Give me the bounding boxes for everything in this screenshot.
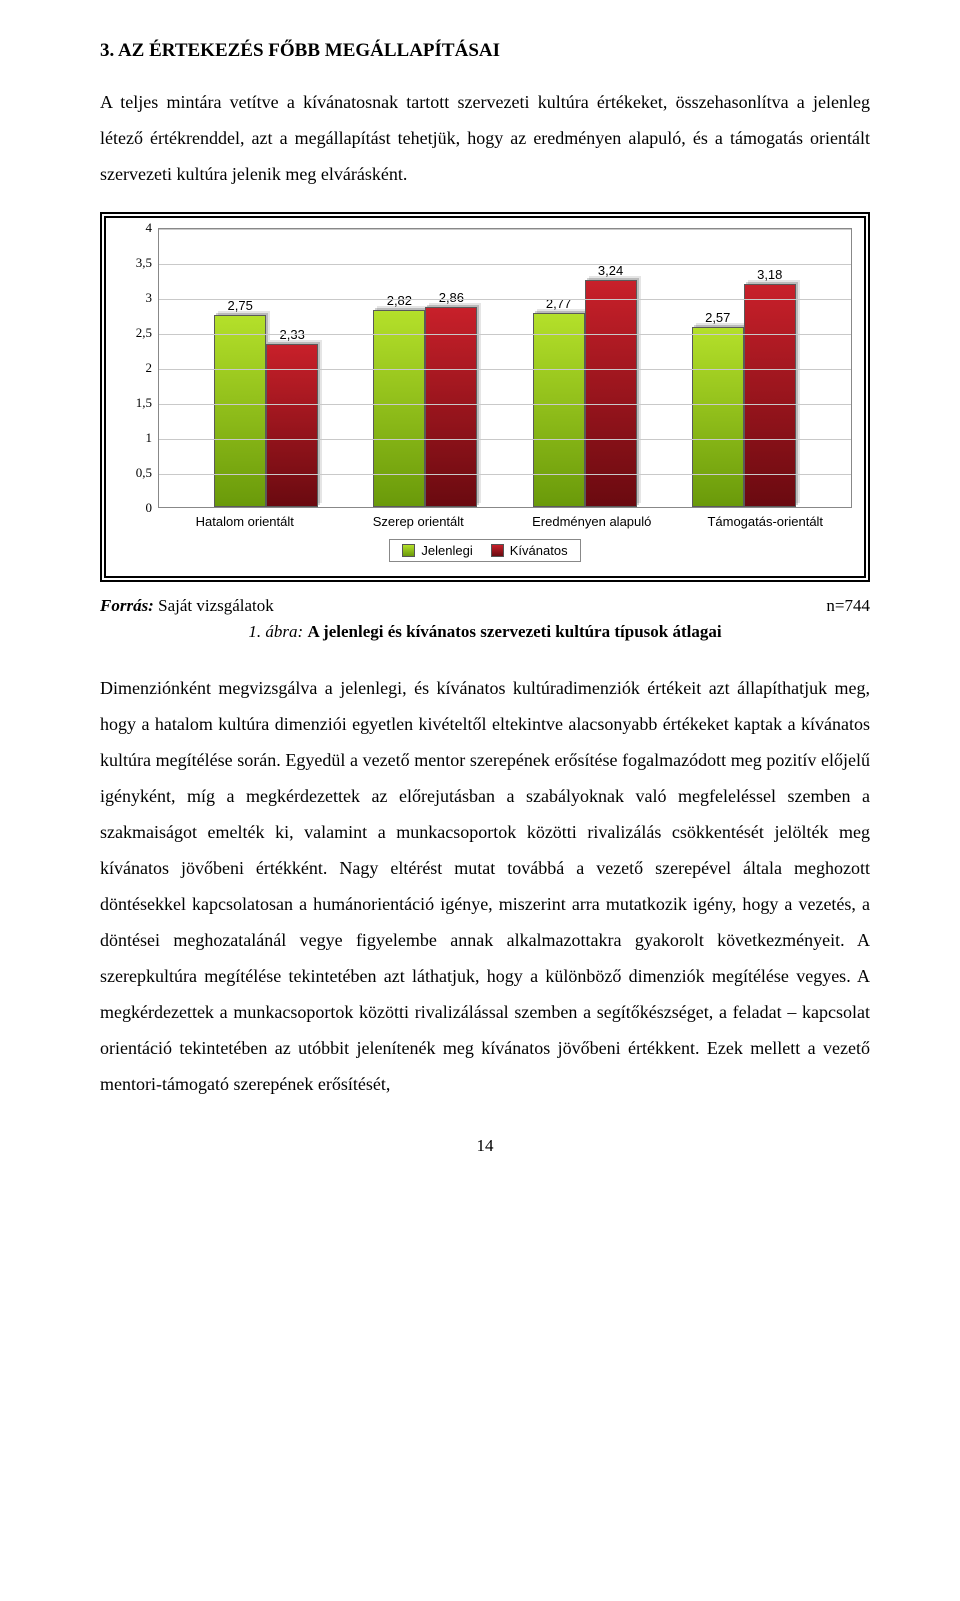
chart-source-row: Forrás: Saját vizsgálatok n=744 bbox=[100, 596, 870, 616]
legend-label: Kívánatos bbox=[510, 543, 568, 558]
x-category-label: Szerep orientált bbox=[332, 508, 506, 529]
y-tick-label: 4 bbox=[146, 220, 153, 236]
bar-value-label: 3,18 bbox=[745, 267, 795, 282]
legend-item: Jelenlegi bbox=[402, 543, 472, 558]
y-tick-label: 0,5 bbox=[136, 465, 152, 481]
source-text: Saját vizsgálatok bbox=[154, 596, 274, 615]
bar-value-label: 3,24 bbox=[586, 263, 636, 278]
y-tick-label: 1 bbox=[146, 430, 153, 446]
x-category-label: Támogatás-orientált bbox=[679, 508, 853, 529]
x-category-label: Hatalom orientált bbox=[158, 508, 332, 529]
grid-line bbox=[159, 229, 851, 230]
legend-item: Kívánatos bbox=[491, 543, 568, 558]
bar-group: 2,822,86 bbox=[373, 307, 477, 507]
bar-group: 2,752,33 bbox=[214, 315, 318, 508]
page-number: 14 bbox=[100, 1136, 870, 1156]
figure-number: 1. ábra: bbox=[248, 622, 307, 641]
grid-line bbox=[159, 299, 851, 300]
grid-line bbox=[159, 404, 851, 405]
grid-line bbox=[159, 334, 851, 335]
chart-plot-wrap: 00,511,522,533,54 2,752,332,822,862,773,… bbox=[118, 228, 852, 508]
legend-swatch bbox=[491, 544, 504, 557]
y-tick-label: 3 bbox=[146, 290, 153, 306]
chart-x-axis: Hatalom orientáltSzerep orientáltEredmén… bbox=[158, 508, 852, 529]
y-tick-label: 2,5 bbox=[136, 325, 152, 341]
legend-label: Jelenlegi bbox=[421, 543, 472, 558]
chart-legend: Jelenlegi Kívánatos bbox=[389, 539, 580, 562]
chart-y-axis: 00,511,522,533,54 bbox=[118, 228, 158, 508]
body-paragraph: Dimenziónként megvizsgálva a jelenlegi, … bbox=[100, 670, 870, 1102]
grid-line bbox=[159, 439, 851, 440]
legend-swatch bbox=[402, 544, 415, 557]
chart-plot-area: 2,752,332,822,862,773,242,573,18 bbox=[158, 228, 852, 508]
grid-line bbox=[159, 264, 851, 265]
grid-line bbox=[159, 474, 851, 475]
bar-value-label: 2,86 bbox=[426, 290, 476, 305]
bar-group: 2,773,24 bbox=[533, 280, 637, 507]
figure-caption: 1. ábra: A jelenlegi és kívánatos szerve… bbox=[100, 622, 870, 642]
bar-kivanatos: 2,86 bbox=[425, 307, 477, 507]
bar-kivanatos: 3,24 bbox=[585, 280, 637, 507]
y-tick-label: 1,5 bbox=[136, 395, 152, 411]
y-tick-label: 0 bbox=[146, 500, 153, 516]
bar-jelenlegi: 2,75 bbox=[214, 315, 266, 508]
x-category-label: Eredményen alapuló bbox=[505, 508, 679, 529]
bar-jelenlegi: 2,82 bbox=[373, 310, 425, 507]
intro-paragraph: A teljes mintára vetítve a kívánatosnak … bbox=[100, 84, 870, 192]
bar-jelenlegi: 2,77 bbox=[533, 313, 585, 507]
chart-container: 00,511,522,533,54 2,752,332,822,862,773,… bbox=[100, 212, 870, 582]
section-heading: 3. AZ ÉRTEKEZÉS FŐBB MEGÁLLAPÍTÁSAI bbox=[100, 40, 870, 62]
bar-jelenlegi: 2,57 bbox=[692, 327, 744, 507]
y-tick-label: 3,5 bbox=[136, 255, 152, 271]
figure-title: A jelenlegi és kívánatos szervezeti kult… bbox=[307, 622, 721, 641]
y-tick-label: 2 bbox=[146, 360, 153, 376]
chart-source: Forrás: Saját vizsgálatok bbox=[100, 596, 274, 616]
sample-size: n=744 bbox=[826, 596, 870, 616]
source-label: Forrás: bbox=[100, 596, 154, 615]
bar-value-label: 2,57 bbox=[693, 310, 743, 325]
bar-value-label: 2,82 bbox=[374, 293, 424, 308]
grid-line bbox=[159, 369, 851, 370]
chart-bars-row: 2,752,332,822,862,773,242,573,18 bbox=[159, 229, 851, 507]
